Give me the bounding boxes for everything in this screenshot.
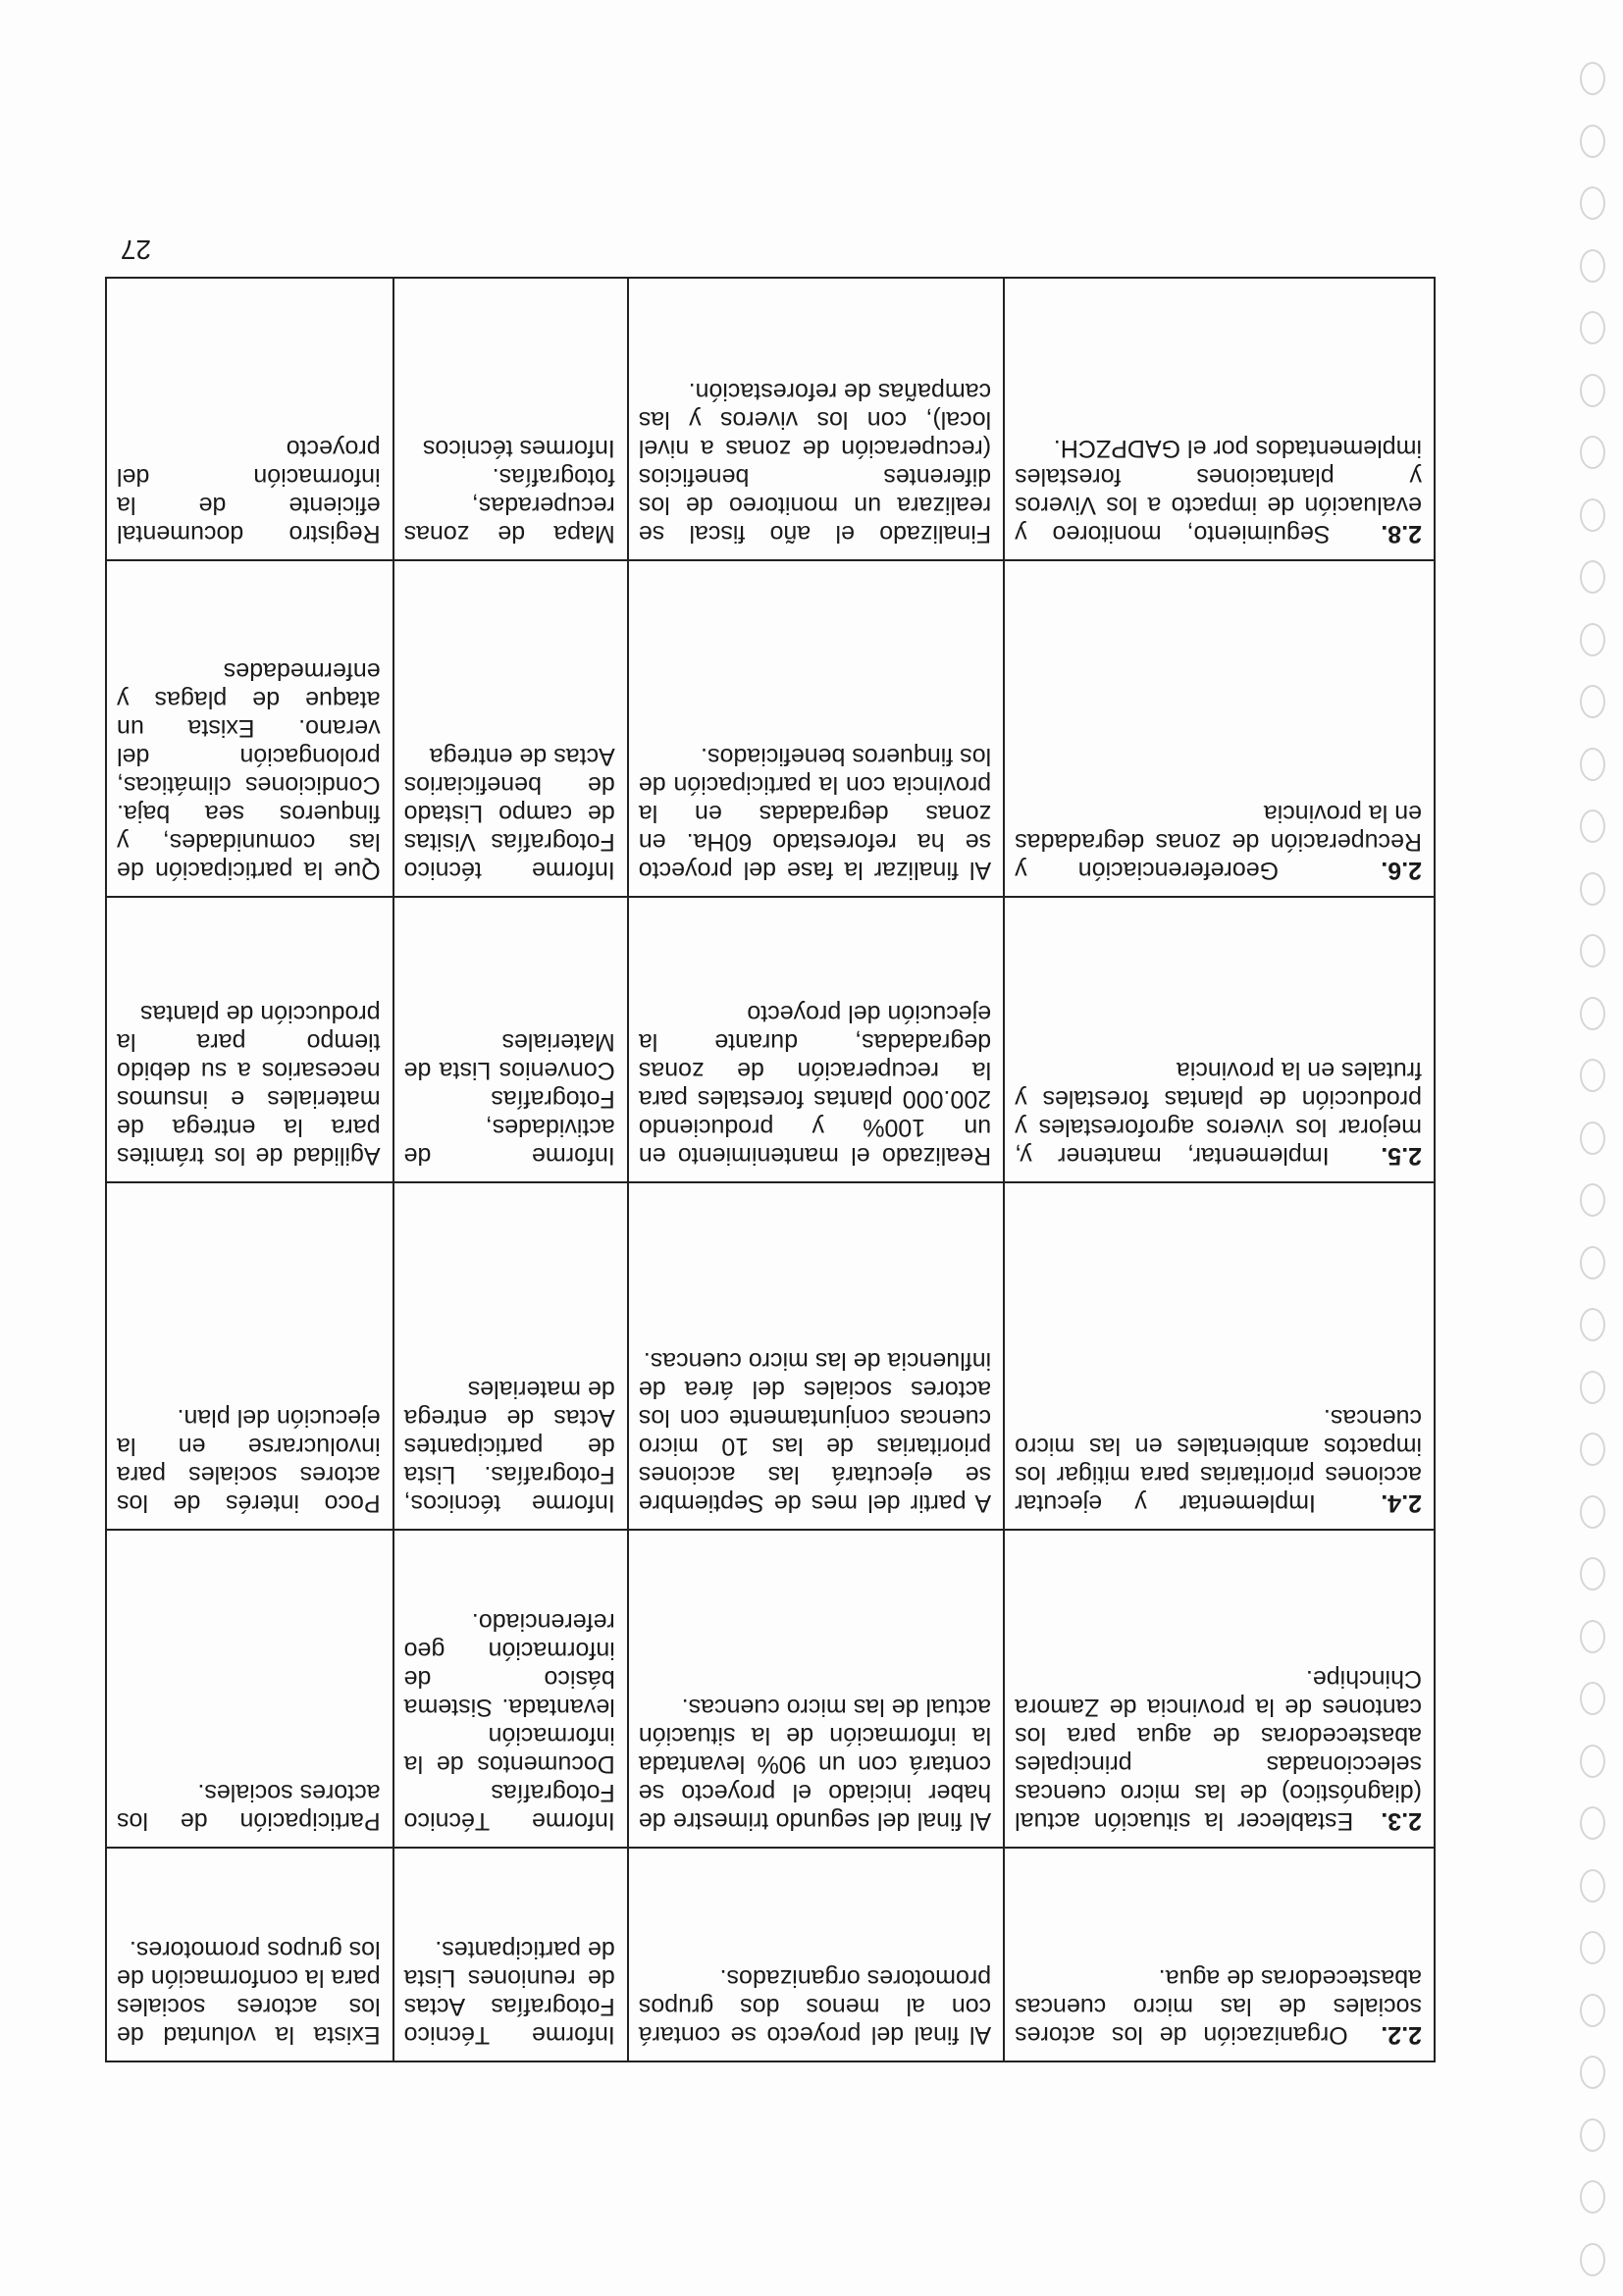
binder-hole-icon — [1580, 1557, 1605, 1592]
verification-cell: Informe de actividades, Fotografías Conv… — [393, 897, 628, 1182]
binder-hole-icon — [1580, 997, 1605, 1030]
verification-cell: Informe técnicos, Fotografías. Lista de … — [393, 1182, 628, 1530]
table-row: 2.5. Implementar, mantener y, mejorar lo… — [106, 897, 1435, 1182]
objective-text: Seguimiento, monitoreo y evaluación de i… — [1015, 435, 1422, 548]
table-row: 2.8. Seguimiento, monitoreo y evaluación… — [106, 278, 1435, 560]
binder-hole-icon — [1580, 311, 1605, 345]
objective-number: 2.8. — [1381, 520, 1422, 548]
verification-cell: Informe Técnico Fotografías Actas de reu… — [393, 1848, 628, 2061]
objective-text: Georeferenciación y Recuperación de zona… — [1015, 800, 1422, 884]
assumption-cell: Que la participación de las comunidades,… — [106, 560, 393, 897]
binder-hole-icon — [1580, 1246, 1605, 1279]
binder-hole-icon — [1580, 1371, 1605, 1404]
table-row: 2.2. Organización de los actores sociale… — [106, 1848, 1435, 2061]
binder-hole-icon — [1580, 1745, 1605, 1778]
verification-cell: Informe Técnico Fotografías Documentos d… — [393, 1530, 628, 1848]
binder-hole-icon — [1580, 498, 1605, 532]
binder-hole-icon — [1580, 2243, 1605, 2276]
objective-number: 2.3. — [1381, 1807, 1422, 1835]
binder-hole-icon — [1580, 685, 1605, 719]
objective-cell: 2.6. Georeferenciación y Recuperación de… — [1004, 560, 1435, 897]
logframe-table: 2.2. Organización de los actores sociale… — [105, 277, 1436, 2062]
indicator-cell: Al finalizar la fase del proyecto se ha … — [627, 560, 1005, 897]
indicator-cell: Realizado el mantenimiento en un 100% y … — [627, 897, 1005, 1182]
binder-hole-icon — [1580, 623, 1605, 656]
indicator-cell: A partir del mes de Septiembre se ejecut… — [627, 1182, 1005, 1530]
binder-hole-icon — [1580, 1869, 1605, 1903]
objective-number: 2.2. — [1381, 2021, 1422, 2049]
binder-hole-icon — [1580, 186, 1605, 221]
binder-hole-icon — [1580, 249, 1605, 283]
objective-cell: 2.3. Establecer la situación actual (dia… — [1004, 1530, 1435, 1848]
binder-hole-icon — [1580, 1308, 1605, 1342]
binder-hole-icon — [1580, 1994, 1605, 2027]
binder-hole-icon — [1580, 62, 1605, 96]
objective-number: 2.5. — [1381, 1142, 1422, 1170]
binder-hole-icon — [1580, 1183, 1605, 1218]
binder-hole-icon — [1580, 809, 1605, 844]
objective-text: Implementar, mantener y, mejorar los viv… — [1015, 1057, 1422, 1170]
binder-hole-icon — [1580, 1620, 1605, 1653]
indicator-cell: Al final del segundo trimestre de haber … — [627, 1530, 1005, 1848]
indicator-cell: Finalizado el año fiscal se realizara un… — [627, 278, 1005, 560]
binder-hole-icon — [1580, 1122, 1605, 1155]
binder-hole-icon — [1580, 374, 1605, 407]
assumption-cell: Exista la voluntad de los actores social… — [106, 1848, 393, 2061]
objective-cell: 2.4. Implementar y ejecutar acciones pri… — [1004, 1182, 1435, 1530]
binder-hole-icon — [1580, 1059, 1605, 1093]
table-row: 2.4. Implementar y ejecutar acciones pri… — [106, 1182, 1435, 1530]
binder-hole-icon — [1580, 1433, 1605, 1467]
binder-hole-icon — [1580, 2180, 1605, 2215]
verification-cell: Mapa de zonas recuperadas, fotografías. … — [393, 278, 628, 560]
objective-text: Establecer la situación actual (diagnóst… — [1015, 1665, 1422, 1835]
assumption-cell: Poco interés de los actores sociales par… — [106, 1182, 393, 1530]
assumption-cell: Registro documental eficiente de la info… — [106, 278, 393, 560]
binder-hole-icon — [1580, 1495, 1605, 1529]
page-number: 27 — [120, 235, 151, 265]
binder-hole-icon — [1580, 2118, 1605, 2152]
assumption-cell: Participación de los actores sociales. — [106, 1530, 393, 1848]
assumption-cell: Agilidad de los trámites para la entrega… — [106, 897, 393, 1182]
objective-text: Implementar y ejecutar acciones priorita… — [1015, 1404, 1422, 1517]
binder-holes — [1572, 20, 1605, 2276]
binder-hole-icon — [1580, 125, 1605, 158]
binder-hole-icon — [1580, 1806, 1605, 1841]
objective-cell: 2.2. Organización de los actores sociale… — [1004, 1848, 1435, 2061]
binder-hole-icon — [1580, 560, 1605, 595]
indicator-cell: Al final del proyecto se contará con al … — [627, 1848, 1005, 2061]
table-row: 2.6. Georeferenciación y Recuperación de… — [106, 560, 1435, 897]
objective-cell: 2.8. Seguimiento, monitoreo y evaluación… — [1004, 278, 1435, 560]
objective-cell: 2.5. Implementar, mantener y, mejorar lo… — [1004, 897, 1435, 1182]
binder-hole-icon — [1580, 2056, 1605, 2090]
verification-cell: Informe técnico Fotografías Visitas de c… — [393, 560, 628, 897]
binder-hole-icon — [1580, 872, 1605, 906]
binder-hole-icon — [1580, 934, 1605, 968]
objective-text: Organización de los actores sociales de … — [1015, 1964, 1422, 2049]
table-row: 2.3. Establecer la situación actual (dia… — [106, 1530, 1435, 1848]
binder-hole-icon — [1580, 436, 1605, 470]
binder-hole-icon — [1580, 1682, 1605, 1716]
binder-hole-icon — [1580, 1931, 1605, 1965]
objective-number: 2.4. — [1381, 1489, 1422, 1517]
binder-hole-icon — [1580, 748, 1605, 781]
objective-number: 2.6. — [1381, 857, 1422, 884]
